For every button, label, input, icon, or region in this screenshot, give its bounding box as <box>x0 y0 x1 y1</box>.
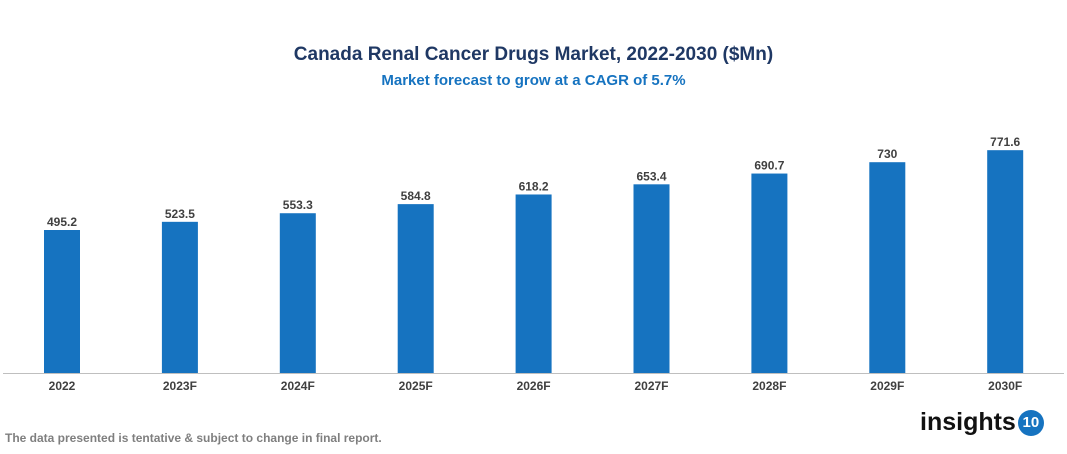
chart-title: Canada Renal Cancer Drugs Market, 2022-2… <box>293 44 774 65</box>
x-tick-label: 2030F <box>988 379 1022 393</box>
x-tick-label: 2023F <box>163 379 197 393</box>
bar-2027F <box>633 184 670 373</box>
bar-2028F <box>751 173 788 373</box>
data-label: 495.2 <box>47 215 77 229</box>
disclaimer: The data presented is tentative & subjec… <box>5 431 382 445</box>
data-label: 618.2 <box>519 179 549 193</box>
bar-2024F <box>279 213 316 373</box>
data-label: 523.5 <box>165 207 195 221</box>
logo-text: insights <box>920 408 1016 436</box>
x-tick-label: 2029F <box>870 379 904 393</box>
data-label: 730 <box>877 147 897 161</box>
insights10-logo: insights 10 <box>920 408 1044 437</box>
bar-2025F <box>397 204 434 373</box>
logo-badge: 10 <box>1017 409 1044 436</box>
x-tick-label: 2025F <box>399 379 433 393</box>
bar-2026F <box>515 194 552 373</box>
x-tick-label: 2026F <box>517 379 551 393</box>
bar-2022 <box>44 230 80 373</box>
data-label: 690.7 <box>754 159 784 173</box>
x-tick-label: 2022 <box>49 379 76 393</box>
data-label: 653.4 <box>636 169 666 183</box>
data-label: 553.3 <box>283 198 313 212</box>
chart-subtitle: Market forecast to grow at a CAGR of 5.7… <box>381 72 686 89</box>
data-label: 584.8 <box>401 189 431 203</box>
x-tick-label: 2028F <box>752 379 786 393</box>
data-label: 771.6 <box>990 135 1020 149</box>
bar-2030F <box>987 150 1024 373</box>
x-tick-label: 2024F <box>281 379 315 393</box>
bar-2023F <box>161 221 198 373</box>
x-tick-label: 2027F <box>634 379 668 393</box>
bar-2029F <box>869 162 906 373</box>
